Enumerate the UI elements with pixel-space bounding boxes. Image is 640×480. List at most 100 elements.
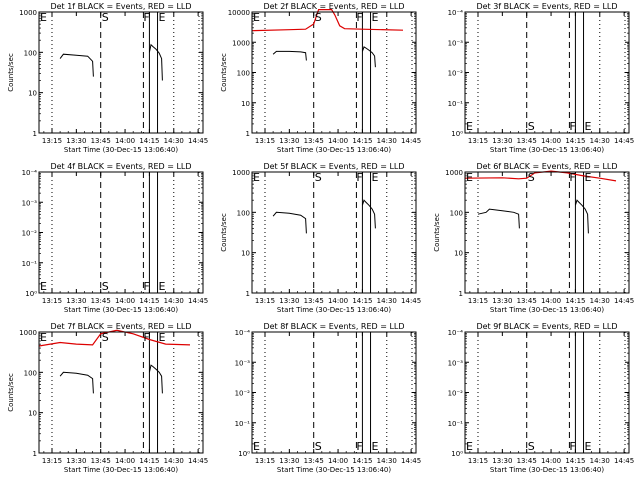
marker-label: S: [315, 440, 322, 453]
y-tick-label: 10⁻²: [448, 390, 464, 398]
x-tick-label: 13:30: [279, 137, 299, 145]
x-tick-label: 14:45: [188, 297, 208, 305]
x-tick-label: 13:15: [468, 297, 488, 305]
y-tick-label: 10⁻³: [448, 39, 464, 47]
panel-title: Det 8f BLACK = Events, RED = LLD: [263, 322, 404, 331]
y-tick-label: 10⁻¹: [448, 420, 464, 428]
x-tick-label: 14:00: [541, 457, 561, 465]
y-tick-label: 10⁰: [451, 130, 463, 138]
y-tick-label: 100: [24, 369, 37, 377]
x-tick-label: 14:00: [328, 457, 348, 465]
y-tick-label: 1: [246, 290, 250, 298]
x-tick-label: 13:30: [279, 457, 299, 465]
y-tick-label: 10: [241, 100, 250, 108]
marker-label: E: [372, 440, 379, 453]
marker-label: F: [569, 171, 575, 184]
y-tick-label: 1000: [232, 39, 250, 47]
x-tick-label: 14:00: [541, 297, 561, 305]
x-tick-label: 14:15: [352, 137, 372, 145]
plot-frame: [251, 331, 417, 454]
marker-label: F: [569, 120, 575, 133]
marker-label: E: [253, 440, 260, 453]
marker-label: F: [143, 11, 149, 24]
y-tick-label: 100: [237, 70, 250, 78]
marker-label: E: [585, 171, 592, 184]
x-tick-label: 13:15: [468, 137, 488, 145]
marker-label: E: [372, 11, 379, 24]
series-line-2: [272, 50, 307, 61]
x-tick-label: 14:45: [614, 297, 634, 305]
x-tick-label: 14:45: [614, 137, 634, 145]
series-line-2: [148, 43, 163, 81]
y-tick-label: 1: [33, 450, 37, 458]
plot-frame: [38, 11, 204, 134]
x-tick-label: 14:15: [565, 457, 585, 465]
marker-label: E: [253, 171, 260, 184]
x-tick-label: 14:30: [164, 137, 184, 145]
x-tick-label: 14:30: [164, 457, 184, 465]
plot-frame: [464, 11, 630, 134]
marker-label: E: [159, 280, 166, 293]
marker-label: E: [466, 171, 473, 184]
x-axis-label: Start Time (30-Dec-15 13:06:40): [64, 146, 178, 154]
marker-label: F: [143, 280, 149, 293]
y-axis-label: Counts/sec: [220, 213, 228, 252]
x-tick-label: 14:00: [541, 137, 561, 145]
y-tick-label: 1000: [232, 169, 250, 177]
x-axis-label: Start Time (30-Dec-15 13:06:40): [490, 306, 604, 314]
y-tick-label: 10⁻³: [235, 359, 251, 367]
x-tick-label: 14:00: [115, 297, 135, 305]
y-tick-label: 10⁻⁴: [235, 329, 251, 337]
x-tick-label: 13:30: [492, 297, 512, 305]
y-axis-label: Counts/sec: [7, 53, 15, 92]
x-tick-label: 13:45: [517, 297, 537, 305]
x-tick-label: 13:45: [91, 457, 111, 465]
y-tick-label: 10⁻¹: [235, 420, 251, 428]
panel-det-9: Det 9f BLACK = Events, RED = LLD 10⁻⁴ 10⁻³…: [448, 322, 635, 474]
panel-det-6: Det 6f BLACK = Events, RED = LLD Counts/s…: [433, 162, 634, 314]
x-axis-label: Start Time (30-Dec-15 13:06:40): [277, 306, 391, 314]
series-line-1: [464, 170, 617, 182]
marker-label: E: [40, 280, 47, 293]
plot-frame: [464, 171, 630, 294]
marker-label: F: [143, 331, 149, 344]
x-axis-label: Start Time (30-Dec-15 13:06:40): [277, 146, 391, 154]
x-axis-label: Start Time (30-Dec-15 13:06:40): [64, 466, 178, 474]
y-tick-label: 10⁰: [25, 290, 37, 298]
series-line-3: [361, 46, 376, 68]
marker-label: E: [159, 11, 166, 24]
x-tick-label: 14:15: [352, 457, 372, 465]
marker-label: E: [585, 120, 592, 133]
x-tick-label: 14:15: [565, 137, 585, 145]
marker-label: S: [528, 120, 535, 133]
panel-det-2: Det 2f BLACK = Events, RED = LLD Counts/s…: [220, 2, 421, 154]
x-tick-label: 14:45: [188, 457, 208, 465]
series-line-2: [361, 199, 376, 229]
x-tick-label: 13:15: [255, 297, 275, 305]
x-tick-label: 13:45: [91, 137, 111, 145]
marker-label: E: [585, 440, 592, 453]
y-tick-label: 10000: [228, 9, 250, 17]
x-tick-label: 14:00: [115, 137, 135, 145]
x-tick-label: 14:30: [590, 297, 610, 305]
series-line-1: [251, 9, 404, 32]
marker-label: F: [569, 440, 575, 453]
y-tick-label: 10⁻⁴: [448, 329, 464, 337]
x-tick-label: 13:45: [91, 297, 111, 305]
marker-label: S: [102, 11, 109, 24]
y-axis-label: Counts/sec: [220, 53, 228, 92]
marker-label: S: [315, 11, 322, 24]
marker-label: E: [466, 440, 473, 453]
x-axis-label: Start Time (30-Dec-15 13:06:40): [277, 466, 391, 474]
x-tick-label: 14:15: [139, 137, 159, 145]
x-tick-label: 13:30: [492, 137, 512, 145]
series-line-3: [148, 364, 163, 394]
y-tick-label: 100: [237, 209, 250, 217]
marker-label: E: [466, 120, 473, 133]
panel-title: Det 1f BLACK = Events, RED = LLD: [50, 2, 191, 11]
marker-label: F: [356, 440, 362, 453]
panel-title: Det 5f BLACK = Events, RED = LLD: [263, 162, 404, 171]
marker-label: S: [315, 171, 322, 184]
y-tick-label: 10⁻⁴: [22, 169, 38, 177]
